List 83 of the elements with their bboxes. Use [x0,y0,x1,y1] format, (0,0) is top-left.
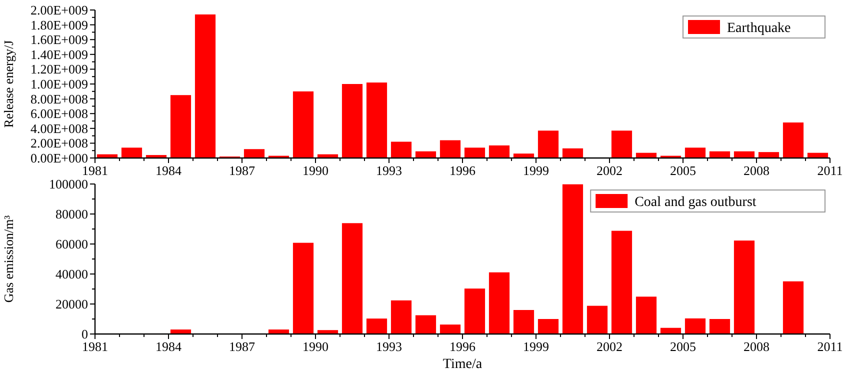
y-tick-label: 0 [82,326,88,342]
x-tick-label: 2011 [817,163,843,178]
y-tick-label: 1.60E+009 [30,32,88,48]
x-tick-label: 1993 [376,163,402,178]
bar [709,319,730,334]
y-tick-label: 100000 [49,176,88,192]
x-axis-title: Time/a [442,357,483,372]
y-tick-label: 60000 [56,236,88,252]
bar [415,315,436,334]
x-tick-label: 2008 [744,163,770,178]
legend-label: Coal and gas outburst [634,195,756,210]
bar [170,95,192,158]
x-tick-label: 2002 [596,339,622,354]
bar [244,149,265,158]
x-tick-label: 1996 [450,339,476,354]
x-tick-label: 1981 [82,163,108,178]
bar [782,281,804,334]
y-tick-label: 20000 [56,296,88,312]
bar [464,148,486,158]
bar [488,145,510,158]
bar [684,148,706,158]
x-tick-label: 1987 [229,163,256,178]
x-tick-label: 1981 [82,339,108,354]
bar [636,296,657,334]
y-tick-label: 80000 [56,206,88,222]
x-tick-label: 1993 [376,339,402,354]
x-tick-label: 2005 [670,339,696,354]
bar [194,14,216,158]
bar [464,288,486,334]
x-tick-label: 2005 [670,163,696,178]
y-tick-label: 0.00E+000 [30,150,88,166]
bar [342,223,363,334]
y-tick-label: 40000 [56,266,88,282]
bar [440,324,461,334]
y-tick-label: 4.00E+008 [30,120,88,136]
bar [611,130,632,158]
bar [611,230,632,334]
bar [758,152,780,158]
x-tick-label: 1984 [156,163,182,178]
bar [292,91,314,158]
bar [342,84,363,158]
bar [440,140,461,158]
bar [734,151,755,158]
y-tick-label: 1.80E+009 [30,17,88,32]
x-tick-label: 1999 [523,339,549,354]
y-tick-label: 8.00E+008 [30,91,88,106]
y-tick-label: 1.20E+009 [30,62,88,77]
bar [538,130,559,158]
x-tick-label: 1984 [156,339,182,354]
bar [734,240,755,334]
x-tick-label: 1999 [523,163,549,178]
legend-label: Earthquake [727,21,791,36]
bar [366,82,388,158]
bar [513,154,534,158]
bar [390,300,412,334]
x-tick-label: 2008 [744,339,770,354]
y-axis-title: Release energy/J [1,40,16,128]
bar [709,151,730,158]
bar [121,148,142,158]
y-axis-title: Gas emission/m³ [1,215,16,303]
y-tick-label: 2.00E+009 [30,2,88,18]
bar [562,148,584,158]
x-tick-label: 2011 [817,339,843,354]
x-tick-label: 1987 [229,339,256,354]
x-tick-label: 1990 [302,163,328,178]
x-tick-label: 1996 [450,163,476,178]
x-tick-label: 2002 [596,163,622,178]
bar [488,272,510,334]
y-tick-label: 6.00E+008 [30,106,88,122]
y-tick-label: 1.00E+009 [30,76,88,92]
x-tick-label: 1990 [302,339,328,354]
y-tick-label: 2.00E+008 [30,136,88,151]
bar [538,319,559,334]
bar [562,184,584,334]
bar [586,306,608,334]
bar [782,122,804,158]
bar [684,318,706,334]
bar [415,151,436,158]
bar [513,310,534,334]
y-tick-label: 1.40E+009 [30,46,88,62]
bar [292,242,314,334]
bar [390,142,412,158]
bar [366,318,388,334]
